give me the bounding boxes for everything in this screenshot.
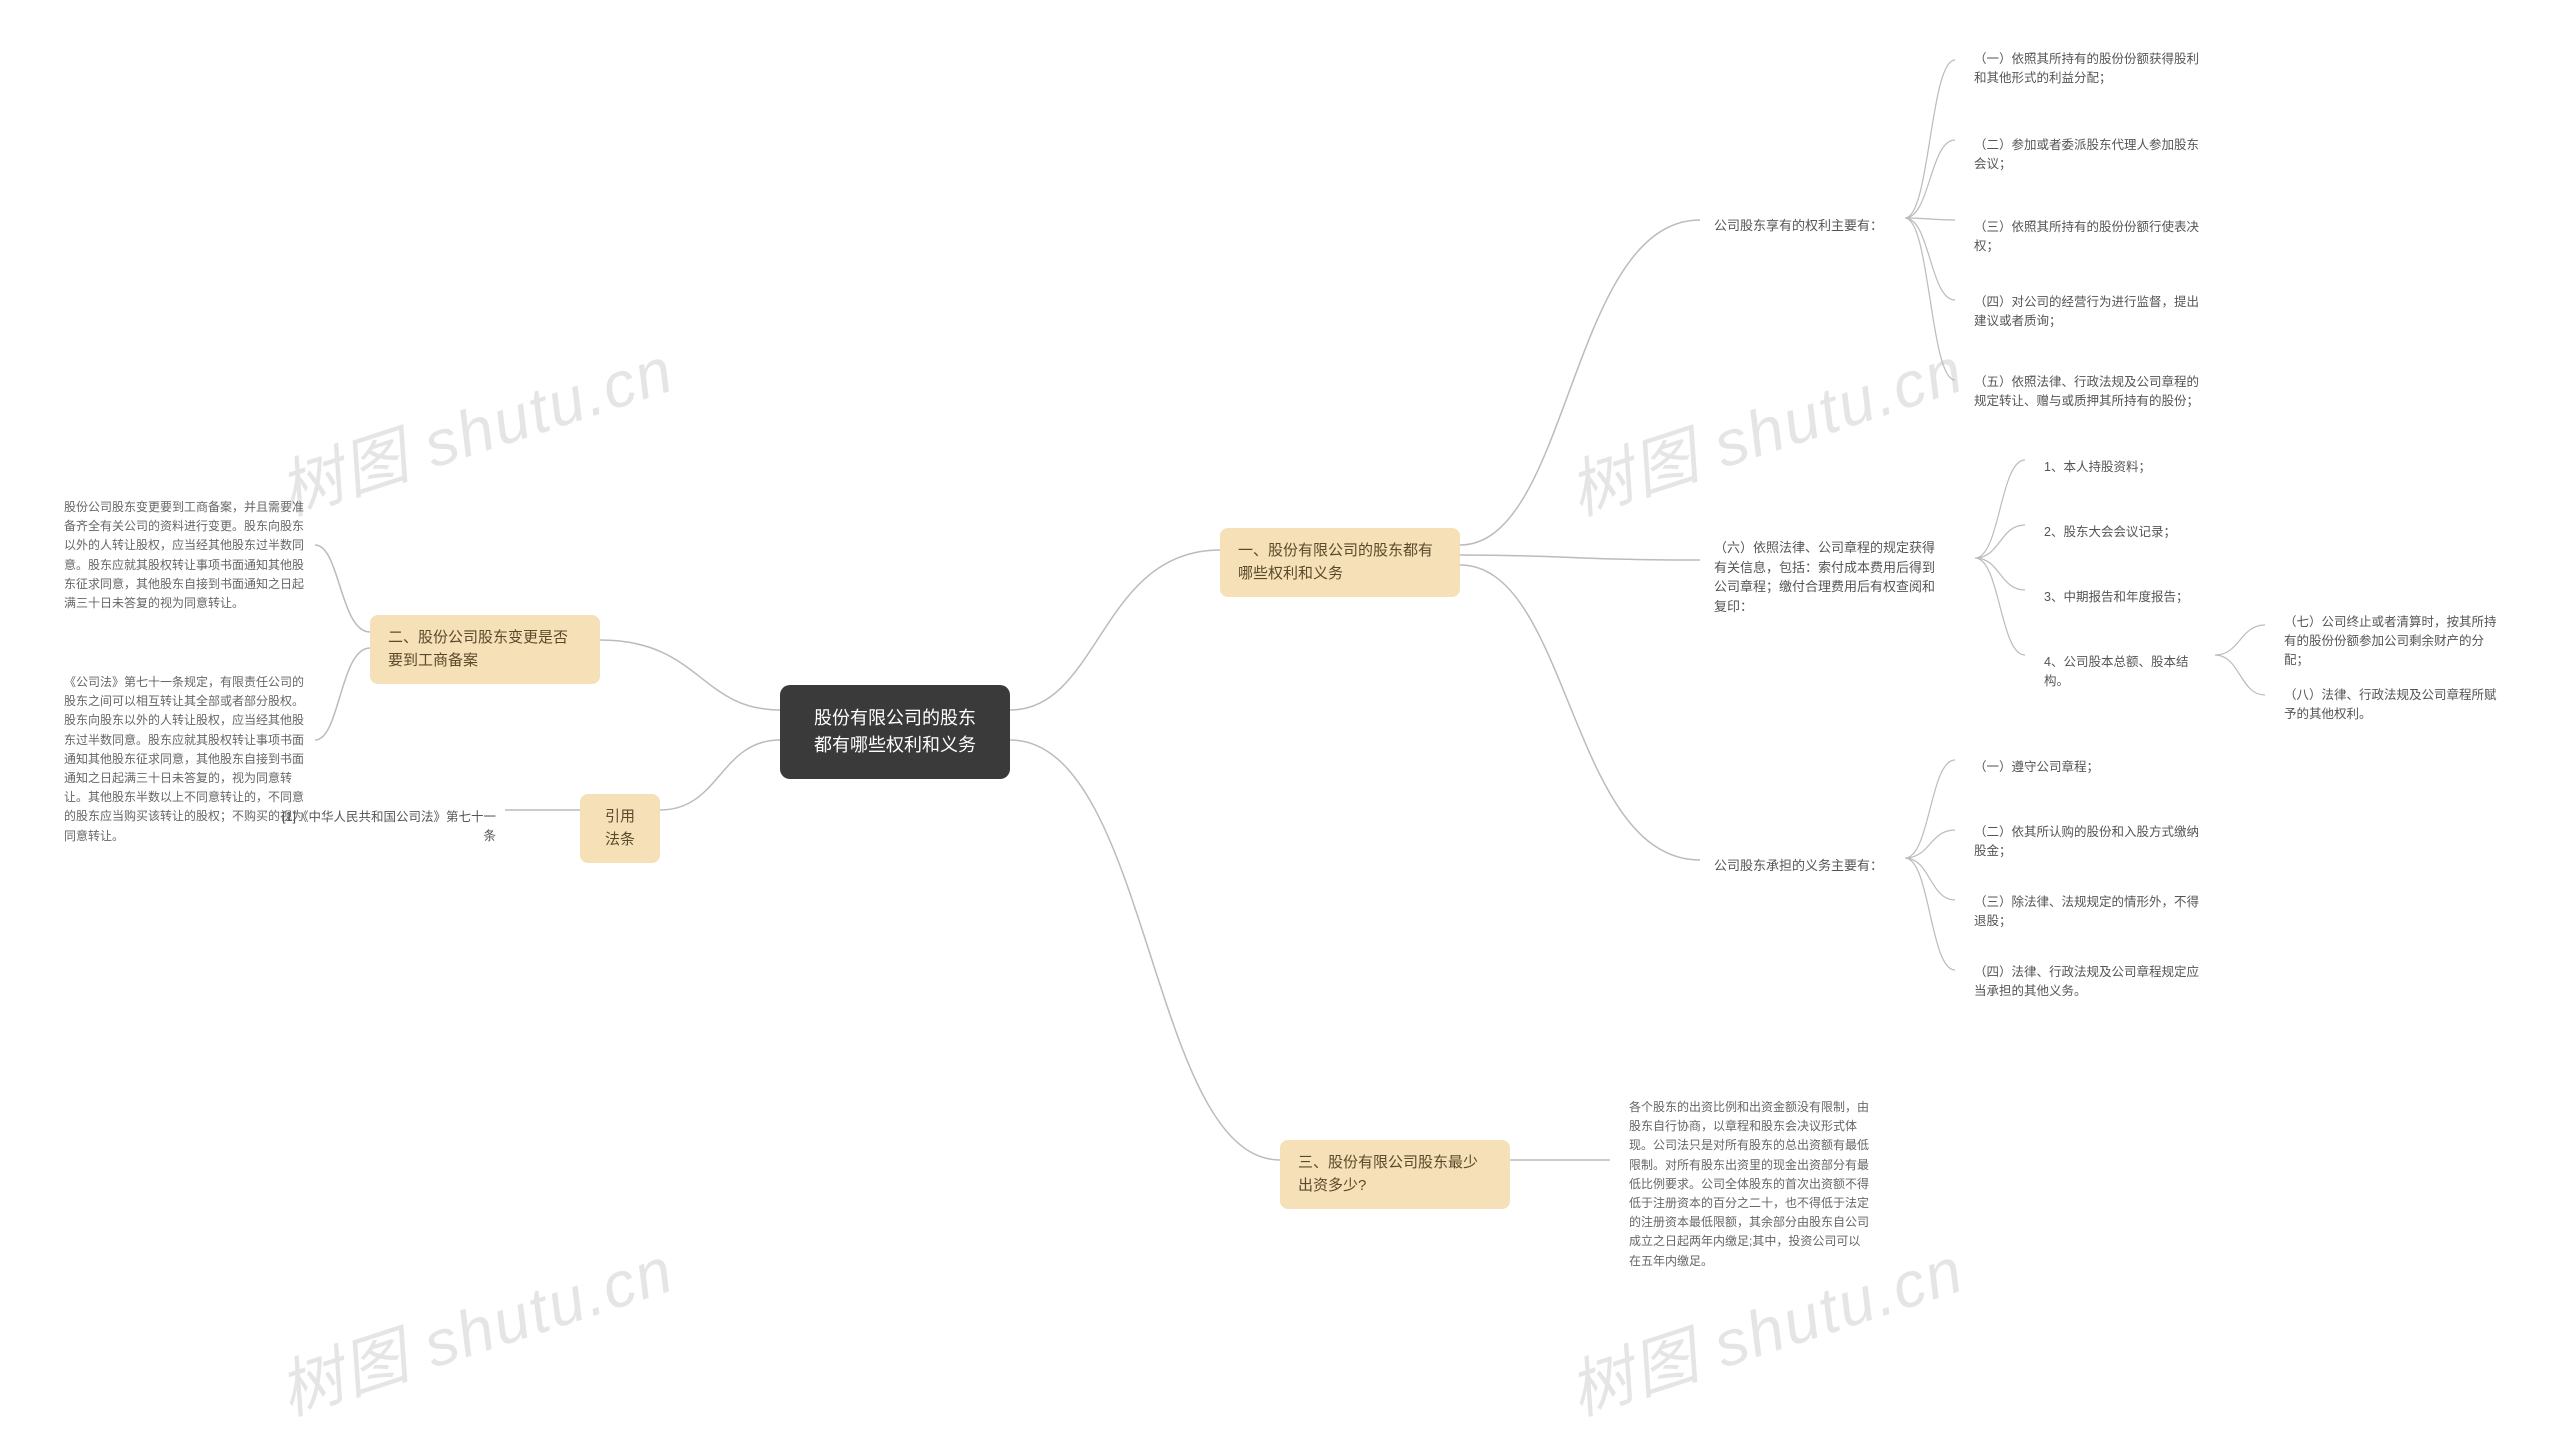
leaf-right-4: （四）对公司的经营行为进行监督，提出建议或者质询； [1960,285,2220,339]
leaf-info-4: 4、公司股本总额、股本结构。 [2030,645,2215,699]
leaf-right-2: （二）参加或者委派股东代理人参加股东会议； [1960,128,2220,182]
leaf-right-5: （五）依照法律、行政法规及公司章程的规定转让、赠与或质押其所持有的股份； [1960,365,2220,419]
sub-shareholder-rights[interactable]: 公司股东享有的权利主要有： [1700,208,1905,244]
leaf-duty-1: （一）遵守公司章程； [1960,750,2113,785]
leaf-duty-4: （四）法律、行政法规及公司章程规定应当承担的其他义务。 [1960,955,2220,1009]
leaf-info-3: 3、中期报告和年度报告； [2030,580,2202,615]
leaf-right-3: （三）依照其所持有的股份份额行使表决权； [1960,210,2220,264]
branch-min-investment[interactable]: 三、股份有限公司股东最少出资多少? [1280,1140,1510,1209]
branch-cited-law[interactable]: 引用法条 [580,794,660,863]
sub-information-rights[interactable]: （六）依照法律、公司章程的规定获得有关信息，包括：索付成本费用后得到公司章程；缴… [1700,530,1960,624]
leaf-cited-law-1: [1]《中华人民共和国公司法》第七十一条 [260,800,510,854]
branch-registration-change[interactable]: 二、股份公司股东变更是否要到工商备案 [370,615,600,684]
mindmap-canvas: 树图 shutu.cn 树图 shutu.cn 树图 shutu.cn 树图 s… [0,0,2560,1401]
sub-shareholder-duties[interactable]: 公司股东承担的义务主要有： [1700,848,1905,884]
root-node[interactable]: 股份有限公司的股东都有哪些权利和义务 [780,685,1010,779]
leaf-info-1: 1、本人持股资料； [2030,450,2165,485]
branch-rights-duties[interactable]: 一、股份有限公司的股东都有哪些权利和义务 [1220,528,1460,597]
leaf-info-4-sub-7: （七）公司终止或者清算时，按其所持有的股份份额参加公司剩余财产的分配； [2270,605,2520,677]
leaf-info-4-sub-8: （八）法律、行政法规及公司章程所赋予的其他权利。 [2270,678,2520,732]
leaf-info-2: 2、股东大会会议记录； [2030,515,2190,550]
para-registration-1: 股份公司股东变更要到工商备案，并且需要准备齐全有关公司的资料进行变更。股东向股东… [50,490,320,621]
watermark: 树图 shutu.cn [266,319,684,533]
para-min-investment: 各个股东的出资比例和出资金额没有限制，由股东自行协商，以章程和股东会决议形式体现… [1615,1090,1885,1279]
leaf-duty-3: （三）除法律、法规规定的情形外，不得退股； [1960,885,2220,939]
leaf-right-1: （一）依照其所持有的股份份额获得股利和其他形式的利益分配； [1960,42,2220,96]
watermark: 树图 shutu.cn [1556,319,1974,533]
leaf-duty-2: （二）依其所认购的股份和入股方式缴纳股金； [1960,815,2220,869]
